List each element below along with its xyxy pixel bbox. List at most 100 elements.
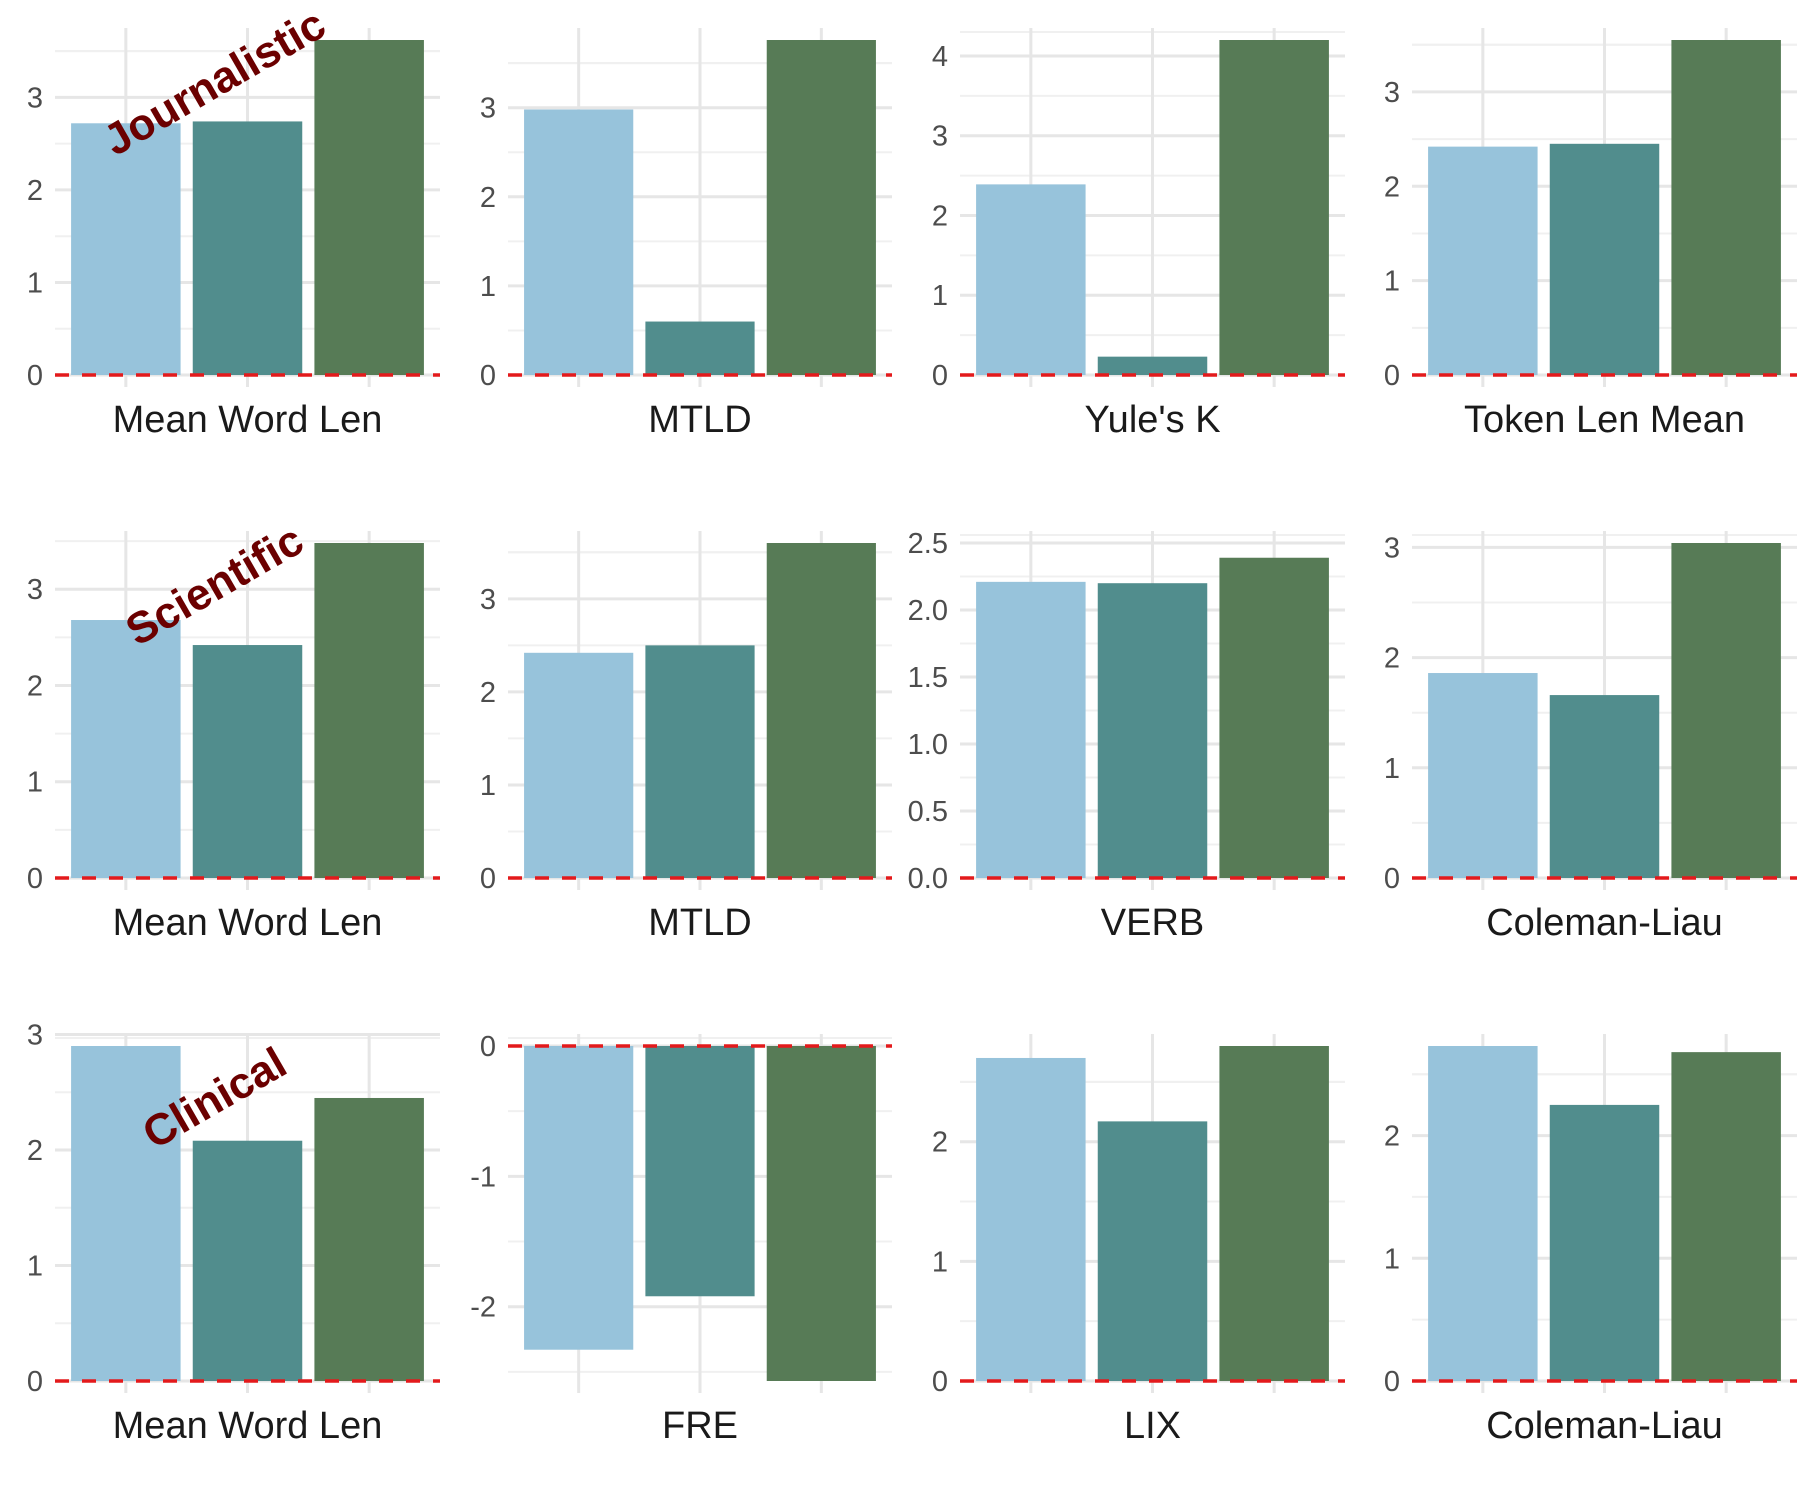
bar bbox=[1549, 1104, 1660, 1381]
bar bbox=[1097, 583, 1208, 878]
bar bbox=[1428, 1046, 1538, 1381]
y-tick-label: 2 bbox=[480, 677, 496, 709]
y-tick-label: 2 bbox=[1384, 1121, 1400, 1153]
y-tick-label: -1 bbox=[470, 1161, 496, 1193]
y-tick-label: 1 bbox=[932, 280, 948, 312]
bar bbox=[71, 620, 181, 878]
y-tick-label: 1 bbox=[932, 1246, 948, 1278]
bar bbox=[192, 645, 303, 878]
chart-panel: 0 1 2 3 Mean Word Len Scientific bbox=[27, 515, 440, 944]
chart-panel: 0 1 2 LIX bbox=[932, 1034, 1345, 1447]
bar bbox=[645, 645, 755, 878]
bar bbox=[766, 543, 876, 878]
y-tick-label: 0 bbox=[480, 360, 496, 392]
bar bbox=[1428, 146, 1538, 375]
bar bbox=[524, 109, 634, 375]
y-tick-label: -2 bbox=[470, 1292, 496, 1324]
bar bbox=[1671, 543, 1781, 878]
y-tick-label: 3 bbox=[480, 584, 496, 616]
bar bbox=[192, 121, 303, 375]
y-tick-label: 0 bbox=[27, 863, 43, 895]
y-tick-label: 2 bbox=[480, 182, 496, 214]
bar bbox=[1549, 143, 1660, 375]
y-tick-label: 0.5 bbox=[908, 796, 948, 828]
x-axis-label: Mean Word Len bbox=[113, 399, 383, 441]
chart-panel: 0 1 2 3 4 Yule's K bbox=[932, 28, 1345, 441]
bar bbox=[71, 1046, 181, 1381]
y-tick-label: 0 bbox=[27, 360, 43, 392]
bar bbox=[524, 652, 634, 878]
x-axis-label: FRE bbox=[662, 1405, 738, 1447]
y-tick-label: 1 bbox=[27, 1250, 43, 1282]
y-tick-label: 3 bbox=[1384, 532, 1400, 564]
row-annotation: Scientific bbox=[118, 515, 312, 655]
y-tick-label: 3 bbox=[27, 1019, 43, 1051]
y-tick-label: 0 bbox=[932, 1366, 948, 1398]
bar bbox=[1219, 557, 1329, 878]
x-axis-label: MTLD bbox=[648, 902, 751, 944]
bar bbox=[766, 1046, 876, 1381]
y-tick-label: 3 bbox=[27, 574, 43, 606]
y-tick-label: 0 bbox=[1384, 863, 1400, 895]
bar bbox=[1549, 695, 1660, 878]
y-tick-label: 0 bbox=[27, 1366, 43, 1398]
y-tick-label: 1 bbox=[480, 271, 496, 303]
bar bbox=[1219, 1046, 1329, 1381]
bar bbox=[1219, 40, 1329, 375]
bar bbox=[1097, 356, 1208, 375]
x-axis-label: Token Len Mean bbox=[1464, 399, 1745, 441]
x-axis-label: Coleman-Liau bbox=[1486, 902, 1723, 944]
y-tick-label: 3 bbox=[480, 93, 496, 125]
bar bbox=[192, 1140, 303, 1381]
y-tick-label: 1 bbox=[1384, 1243, 1400, 1275]
chart-panel: 0 1 2 3 Coleman-Liau bbox=[1384, 531, 1797, 944]
y-tick-label: 0 bbox=[480, 863, 496, 895]
y-tick-label: 3 bbox=[932, 121, 948, 153]
bar bbox=[645, 321, 755, 375]
chart-panel: 0 1 2 3 MTLD bbox=[480, 531, 892, 944]
x-axis-label: MTLD bbox=[648, 399, 751, 441]
y-tick-label: 2 bbox=[1384, 171, 1400, 203]
bar bbox=[1671, 40, 1781, 375]
y-tick-label: 0 bbox=[480, 1031, 496, 1063]
y-tick-label: 2 bbox=[932, 1127, 948, 1159]
y-tick-label: 2.5 bbox=[908, 528, 948, 560]
y-tick-label: 2 bbox=[932, 200, 948, 232]
chart-panel: 0.0 0.5 1.0 1.5 2.0 2.5 VERB bbox=[908, 528, 1345, 944]
y-tick-label: 1 bbox=[27, 267, 43, 299]
bar bbox=[314, 40, 424, 375]
y-tick-label: 0 bbox=[1384, 360, 1400, 392]
y-tick-label: 0 bbox=[1384, 1366, 1400, 1398]
x-axis-label: Coleman-Liau bbox=[1486, 1405, 1723, 1447]
chart-panel: 0 1 2 3 Token Len Mean bbox=[1384, 28, 1797, 441]
y-tick-label: 1 bbox=[27, 767, 43, 799]
bar bbox=[1671, 1052, 1781, 1381]
bar bbox=[71, 123, 181, 375]
bar bbox=[524, 1046, 634, 1350]
y-tick-label: 1.0 bbox=[908, 729, 948, 761]
x-axis-label: VERB bbox=[1101, 902, 1204, 944]
bar bbox=[1097, 1121, 1208, 1381]
y-tick-label: 1 bbox=[1384, 266, 1400, 298]
bar bbox=[976, 581, 1086, 878]
y-tick-label: 0.0 bbox=[908, 863, 948, 895]
bar bbox=[976, 184, 1086, 375]
y-tick-label: 3 bbox=[1384, 77, 1400, 109]
x-axis-label: Mean Word Len bbox=[113, 1405, 383, 1447]
y-tick-label: 0 bbox=[932, 360, 948, 392]
bar bbox=[976, 1057, 1086, 1381]
bar bbox=[314, 1097, 424, 1381]
y-tick-label: 3 bbox=[27, 82, 43, 114]
y-tick-label: 1 bbox=[1384, 753, 1400, 785]
bar bbox=[645, 1046, 755, 1297]
x-axis-label: Mean Word Len bbox=[113, 902, 383, 944]
y-tick-label: 2 bbox=[27, 1135, 43, 1167]
y-tick-label: 2 bbox=[1384, 643, 1400, 675]
y-tick-label: 1 bbox=[480, 770, 496, 802]
chart-panel: -2 -1 0 FRE bbox=[470, 1031, 892, 1447]
y-tick-label: 4 bbox=[932, 41, 948, 73]
y-tick-label: 1.5 bbox=[908, 662, 948, 694]
